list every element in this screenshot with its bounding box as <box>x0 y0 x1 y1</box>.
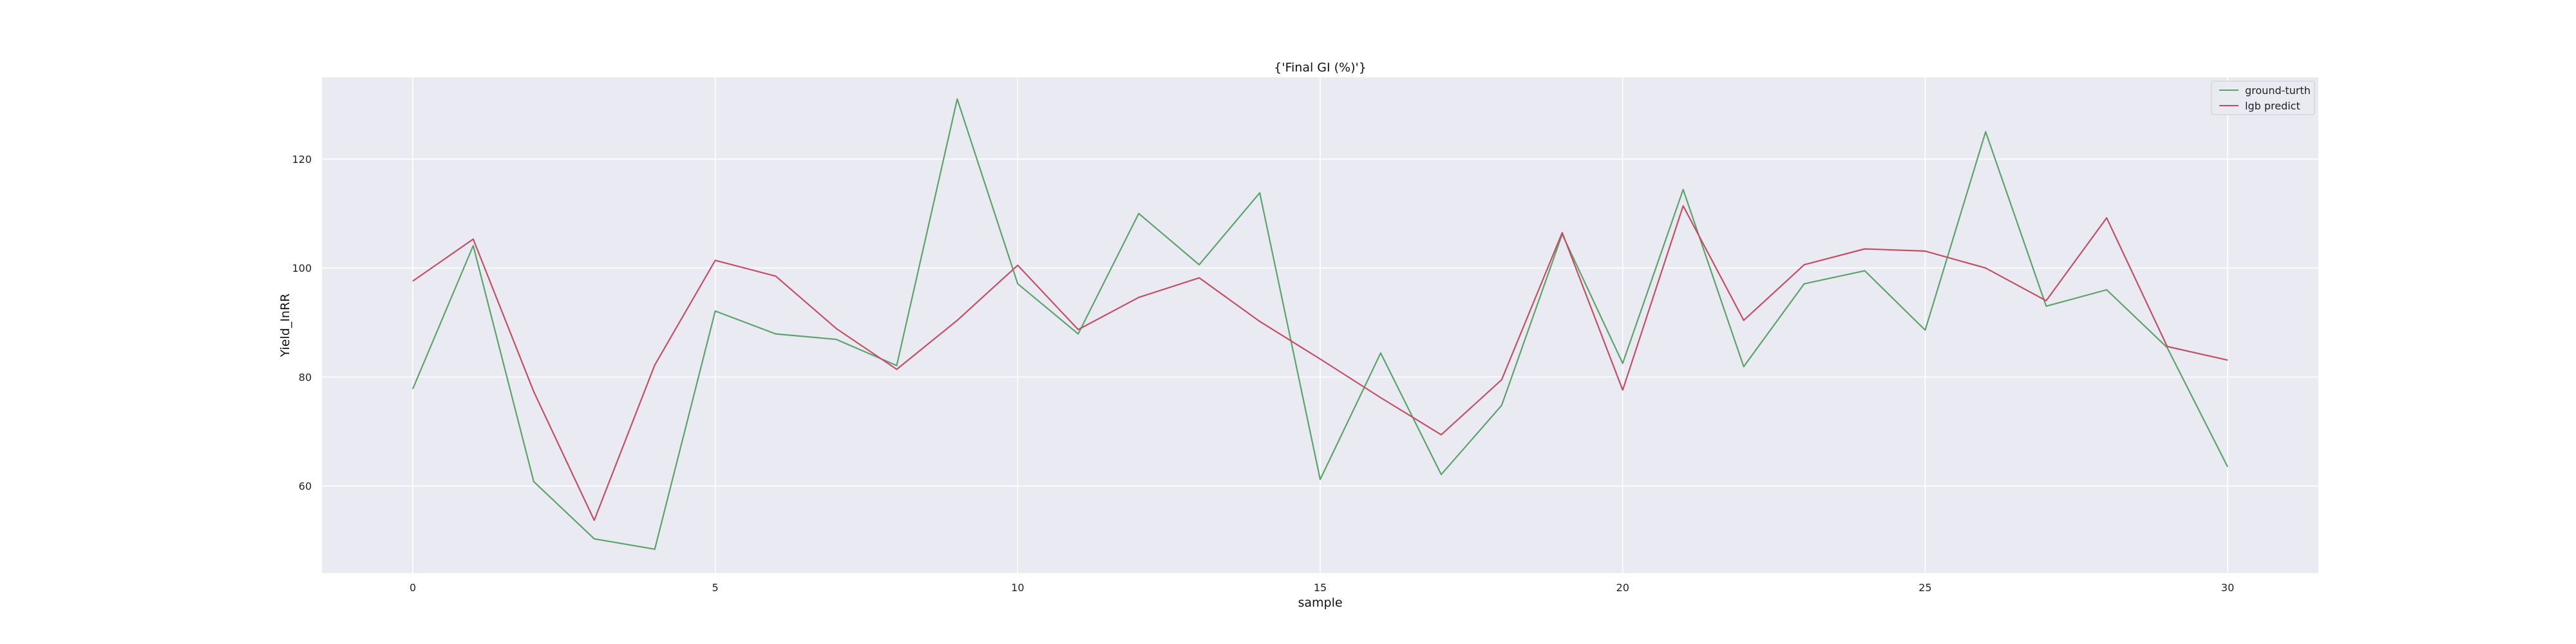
x-tick-label: 25 <box>1918 582 1931 594</box>
series-lines <box>412 98 2229 550</box>
y-axis-label: Yield_InRR <box>278 294 292 358</box>
x-tick-label: 15 <box>1314 582 1327 594</box>
y-tick-label: 100 <box>292 262 312 274</box>
legend-label-lgb-predict: lgb predict <box>2245 100 2300 112</box>
x-tick-label: 0 <box>410 582 416 594</box>
x-tick-label: 10 <box>1011 582 1024 594</box>
x-tick-label: 20 <box>1616 582 1629 594</box>
y-axis-ticks: 60 80 100 120 <box>292 153 312 493</box>
y-tick-label: 60 <box>299 480 312 493</box>
chart-title: {'Final GI (%)'} <box>1274 61 1367 75</box>
series-line-lgb-predict <box>412 205 2228 522</box>
x-axis-ticks: 0 5 10 15 20 25 30 <box>410 582 2234 594</box>
x-tick-label: 30 <box>2221 582 2234 594</box>
x-tick-label: 5 <box>712 582 719 594</box>
legend-label-ground-turth: ground-turth <box>2245 84 2311 97</box>
x-axis-label: sample <box>1298 596 1342 610</box>
y-tick-label: 80 <box>299 371 312 383</box>
legend: ground-turth lgb predict <box>2211 80 2315 115</box>
series-line-ground-turth <box>412 98 2229 550</box>
y-tick-label: 120 <box>292 153 312 166</box>
